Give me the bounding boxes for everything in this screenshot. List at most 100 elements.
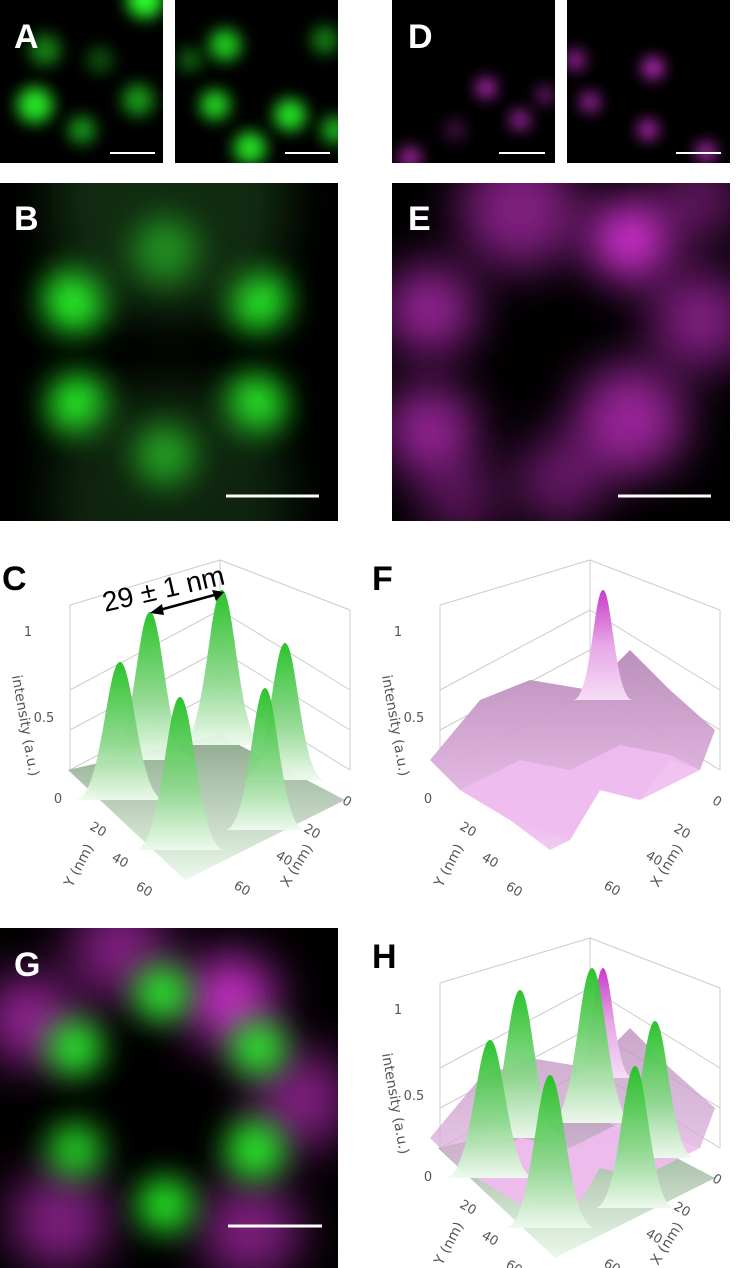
x-tick-label: 0 bbox=[339, 793, 354, 810]
x-tick-label: 0 bbox=[709, 793, 724, 810]
z-tick-label: 0 bbox=[424, 1170, 432, 1185]
x-tick-label: 20 bbox=[301, 821, 323, 842]
axis-line bbox=[589, 937, 721, 989]
blob bbox=[515, 435, 605, 521]
micrograph bbox=[392, 0, 555, 163]
axis-line bbox=[439, 609, 591, 691]
blob bbox=[581, 93, 599, 111]
blob bbox=[274, 99, 306, 131]
x-tick-label: 20 bbox=[671, 1199, 693, 1220]
panel-label: D bbox=[408, 18, 433, 56]
blob bbox=[50, 183, 290, 320]
blob bbox=[575, 365, 685, 475]
y-tick-label: 40 bbox=[109, 850, 131, 871]
panel-labels: A B D E G bbox=[14, 18, 433, 984]
z-tick-label: 1 bbox=[394, 625, 402, 640]
x-tick-label: 40 bbox=[643, 1226, 665, 1247]
blob bbox=[590, 200, 670, 280]
micrograph bbox=[567, 0, 730, 163]
blob bbox=[650, 270, 730, 370]
arrow-head bbox=[150, 590, 224, 615]
y-tick-label: 20 bbox=[457, 1197, 479, 1218]
y-tick-label: 20 bbox=[457, 819, 479, 840]
blob bbox=[200, 90, 230, 120]
blob bbox=[122, 84, 154, 116]
axis-line bbox=[439, 559, 591, 606]
x-tick-label: 40 bbox=[273, 848, 295, 869]
z-tick-label: 0 bbox=[54, 792, 62, 807]
axis-line bbox=[439, 937, 591, 984]
blob bbox=[392, 385, 475, 475]
axis-line bbox=[69, 559, 221, 606]
y-tick-label: 40 bbox=[479, 850, 501, 871]
axis-line bbox=[589, 559, 721, 611]
y-axis-label: Y (nm) bbox=[61, 841, 97, 890]
micrograph bbox=[0, 928, 338, 1268]
panel-label: C bbox=[2, 560, 27, 598]
micrograph bbox=[0, 183, 338, 521]
z-tick-label: 1 bbox=[24, 625, 32, 640]
blob bbox=[511, 111, 529, 129]
blob bbox=[537, 87, 553, 103]
blob bbox=[68, 116, 96, 144]
panel-label: A bbox=[14, 18, 39, 56]
surface-peak bbox=[505, 1075, 595, 1228]
blob bbox=[200, 1180, 300, 1268]
surface-peak bbox=[445, 1040, 535, 1178]
x-tick-label: 0 bbox=[709, 1171, 724, 1188]
blob bbox=[10, 1170, 110, 1268]
x-tick-label: 60 bbox=[601, 1256, 623, 1268]
micrograph bbox=[175, 0, 338, 163]
blob bbox=[137, 1177, 193, 1233]
z-tick-label: 0 bbox=[424, 792, 432, 807]
y-tick-label: 60 bbox=[503, 879, 525, 900]
panel-label: G bbox=[14, 946, 40, 984]
blob bbox=[250, 1050, 338, 1150]
y-tick-label: 60 bbox=[133, 879, 155, 900]
blob bbox=[660, 183, 730, 240]
axis-line bbox=[219, 559, 351, 611]
annotation-arrow bbox=[155, 592, 219, 613]
blob bbox=[225, 1120, 285, 1180]
blob bbox=[643, 58, 663, 78]
blob bbox=[127, 0, 163, 18]
blob bbox=[311, 26, 338, 54]
z-tick-label: 0.5 bbox=[404, 1089, 425, 1104]
blob bbox=[445, 120, 465, 140]
blob bbox=[234, 132, 266, 163]
surface-peak bbox=[573, 590, 633, 700]
surface-peak bbox=[180, 590, 264, 745]
blob bbox=[86, 46, 114, 74]
blob bbox=[134, 965, 190, 1021]
blob bbox=[321, 116, 338, 144]
blob bbox=[392, 265, 475, 355]
x-tick-label: 20 bbox=[671, 821, 693, 842]
blob bbox=[230, 1020, 286, 1076]
surface-ridge bbox=[460, 745, 700, 840]
blob bbox=[400, 148, 420, 163]
micrograph bbox=[0, 0, 163, 163]
panel-label: E bbox=[408, 200, 431, 238]
z-tick-label: 0.5 bbox=[34, 711, 55, 726]
surface-peak bbox=[225, 688, 305, 830]
micrograph bbox=[392, 183, 730, 521]
axis-line bbox=[589, 609, 721, 691]
blob bbox=[47, 1020, 103, 1076]
blob bbox=[460, 183, 580, 270]
y-tick-label: 20 bbox=[87, 819, 109, 840]
panel-label: B bbox=[14, 200, 39, 238]
surface-peak bbox=[550, 968, 634, 1123]
surface-peak bbox=[75, 662, 165, 800]
x-tick-label: 60 bbox=[601, 878, 623, 899]
y-tick-label: 60 bbox=[503, 1257, 525, 1268]
z-tick-label: 0.5 bbox=[404, 711, 425, 726]
blob bbox=[209, 29, 241, 61]
panel-label: H bbox=[372, 938, 397, 976]
blob bbox=[639, 121, 657, 139]
surface-peak bbox=[595, 1066, 675, 1208]
panel-label: F bbox=[372, 560, 393, 598]
